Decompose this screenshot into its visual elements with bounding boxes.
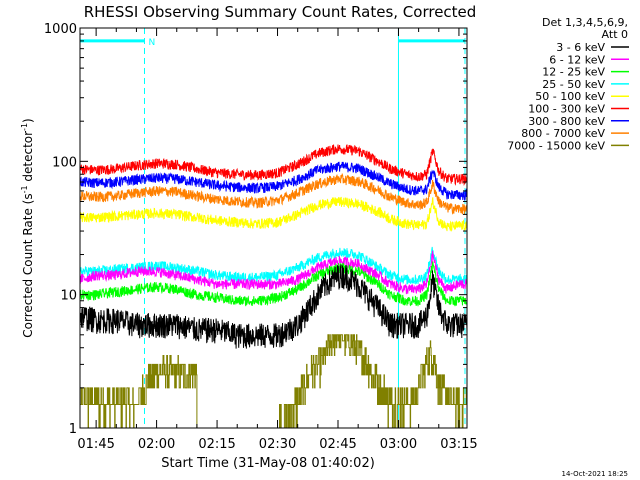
y-axis-label: Corrected Count Rate (s-1 detector-1) (20, 118, 35, 337)
legend-label-12-25-kev: 12 - 25 keV (542, 66, 605, 79)
x-axis-label: Start Time (31-May-08 01:40:02) (161, 456, 375, 471)
x-axis: 01:45 02:00 02:15 02:30 02:45 03:00 03:15 (77, 28, 478, 452)
night-label: N (149, 38, 156, 48)
series-line-6-12-kev (79, 250, 468, 295)
series-line-12-25-kev (79, 261, 468, 307)
series-line-7000-15000-kev (80, 334, 468, 429)
legend-label-50-100-kev: 50 - 100 keV (535, 90, 605, 103)
series-300-800-kev (79, 161, 468, 201)
legend-label-100-300-kev: 100 - 300 keV (528, 103, 605, 116)
x-tick-label: 02:00 (138, 437, 175, 452)
series-800-7000-kev (79, 172, 468, 215)
legend-label-3-6-kev: 3 - 6 keV (556, 41, 605, 54)
legend-label-6-12-kev: 6 - 12 keV (549, 53, 605, 66)
chart-title: RHESSI Observing Summary Count Rates, Co… (84, 3, 477, 21)
legend-label-800-7000-kev: 800 - 7000 keV (521, 127, 605, 140)
series-12-25-kev (79, 261, 468, 307)
x-tick-label: 02:45 (319, 437, 356, 452)
x-tick-label: 03:00 (380, 437, 417, 452)
series-line-800-7000-kev (79, 172, 468, 215)
series-3-6-kev (79, 264, 468, 349)
x-tick-label: 03:15 (440, 437, 477, 452)
y-tick-label: 10 (60, 289, 77, 304)
y-tick-label: 1 (69, 422, 77, 437)
footer-date: 14-Oct-2021 18:25 (562, 470, 628, 478)
series-line-25-50-kev (79, 246, 468, 285)
series-line-3-6-kev (79, 264, 468, 349)
series-line-100-300-kev (79, 144, 468, 187)
y-tick-label: 100 (52, 155, 77, 170)
x-tick-label: 01:45 (77, 437, 114, 452)
plot-area: N (79, 28, 468, 429)
x-tick-label: 02:15 (198, 437, 235, 452)
legend-label-300-800-kev: 300 - 800 keV (528, 115, 605, 128)
series-6-12-kev (79, 250, 468, 295)
series-line-50-100-kev (79, 196, 468, 232)
series-50-100-kev (79, 196, 468, 232)
y-axis: 1 10 100 1000 (44, 22, 467, 437)
series-100-300-kev (79, 144, 468, 187)
y-tick-label: 1000 (44, 22, 77, 37)
series-7000-15000-kev (80, 334, 468, 429)
plot-frame (79, 27, 468, 429)
legend-label-25-50-kev: 25 - 50 keV (542, 78, 605, 91)
legend-label-7000-15000-kev: 7000 - 15000 keV (507, 139, 605, 152)
x-tick-label: 02:30 (259, 437, 296, 452)
series-25-50-kev (79, 246, 468, 285)
series-line-300-800-kev (79, 161, 468, 201)
legend-header-line-2: Att 0 (602, 28, 628, 41)
legend-header-line-1: Det 1,3,4,5,6,9, (542, 16, 628, 29)
